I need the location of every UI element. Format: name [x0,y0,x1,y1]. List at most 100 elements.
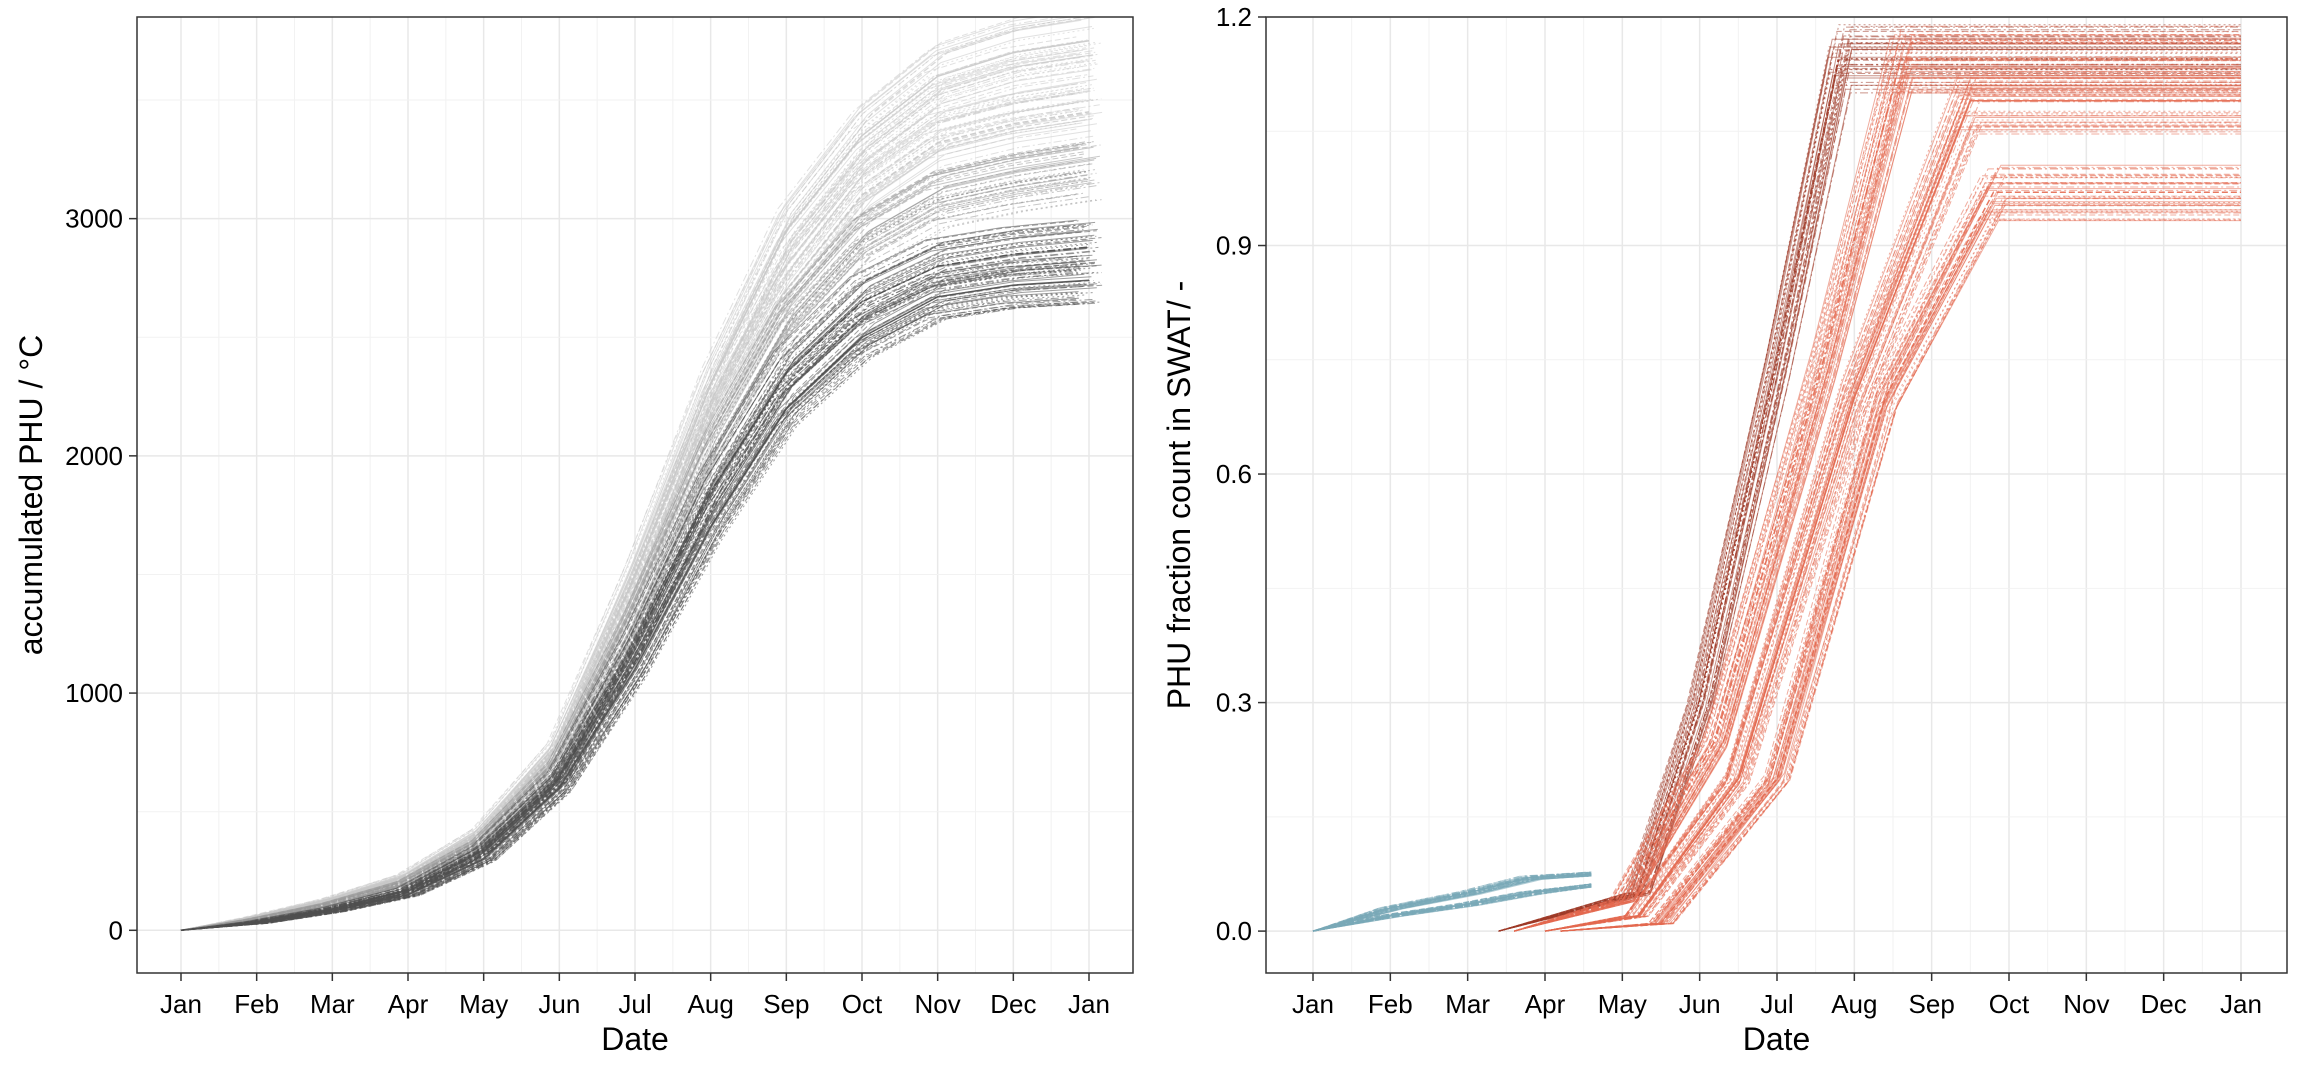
series-line-variant [180,246,1090,931]
series-line-variant [180,143,1084,931]
series-line-variant [180,296,1079,931]
series-line-variant [1312,874,1592,932]
series-line [180,170,1090,932]
x-tick-label: Jul [618,989,651,1019]
x-tick-label: Nov [915,989,961,1019]
series-line-variant [1498,26,2241,932]
series-line-variant [180,90,1090,931]
series-line-variant [180,236,1089,931]
gridlines [1266,16,2287,973]
series-line-variant [1498,38,2241,932]
y-axis: 0 1000 2000 3000 [65,204,137,945]
series-line-variant [180,303,1078,931]
series-line-variant [1513,37,2241,932]
x-tick-label: Apr [1525,989,1566,1019]
series-line-variant [1544,117,2241,932]
series-line-variant [180,146,1081,931]
x-axis-title: Date [601,1021,669,1057]
series-line-variant [180,257,1090,931]
x-tick-label: Jun [538,989,580,1019]
series-line-variant [1312,871,1592,932]
series-line-variant [1513,51,2241,932]
x-axis: Jan Feb Mar Apr May Jun Jul Aug Sep Oct Nov Dec Jan [160,973,1110,1019]
series-line-variant [1544,80,2241,932]
x-axis-title: Date [1743,1021,1811,1057]
series-line-variant [180,265,1097,931]
series-line-variant [180,256,1078,931]
y-tick-label: 3000 [65,204,123,234]
right-chart-panel: Jan Feb Mar Apr May Jun Jul Aug Sep Oct Nov Dec Jan 0… [1161,2,2288,1057]
series-line-variant [1560,182,2241,932]
series-line-variant [180,116,1087,931]
series-line-variant [180,144,1087,931]
x-tick-label: Jan [1068,989,1110,1019]
y-tick-label: 0.0 [1216,916,1252,946]
series-line-variant [180,300,1099,931]
y-axis-title: accumulated PHU / °C [13,335,49,655]
x-tick-label: Oct [842,989,883,1019]
x-tick-label: Mar [1445,989,1490,1019]
series-line-variant [180,294,1086,931]
series-line-variant [180,220,1079,931]
series-line-variant [1544,119,2241,932]
series-line-variant [1513,74,2241,932]
series-line-variant [180,161,1077,931]
series-line-variant [180,128,1079,931]
series-line-variant [180,36,1077,931]
series-line-variant [1513,92,2241,932]
x-tick-label: Sep [1909,989,1955,1019]
y-tick-label: 0.3 [1216,688,1252,718]
series-line-variant [180,39,1088,931]
x-tick-label: Feb [234,989,279,1019]
x-tick-label: Nov [2063,989,2109,1019]
series-line-variant [1312,873,1592,932]
series-line-variant [1513,42,2241,932]
series-line-variant [1513,43,2241,932]
series-line-variant [180,141,1086,931]
series-line-variant [1312,883,1592,932]
series-line-variant [180,74,1088,931]
x-tick-label: Mar [310,989,355,1019]
series-line-variant [1544,113,2241,932]
series-line-variant [1544,95,2241,932]
series-line-variant [1312,885,1592,932]
series-line-variant [1513,34,2241,932]
x-tick-label: Aug [1831,989,1877,1019]
series-line-variant [1513,34,2241,932]
series-line-variant [180,271,1098,931]
series-line-variant [1560,214,2241,932]
series-line-variant [180,265,1078,931]
x-tick-label: Dec [2141,989,2187,1019]
series-line-variant [180,171,1080,931]
x-tick-label: Apr [388,989,429,1019]
series-line [1513,58,2241,932]
y-tick-label: 1000 [65,678,123,708]
series-line-variant [180,301,1080,931]
x-tick-label: Aug [688,989,734,1019]
x-tick-label: Jun [1679,989,1721,1019]
x-tick-label: May [459,989,508,1019]
series-line-variant [180,276,1092,931]
y-tick-label: 0 [109,915,123,945]
series-line-variant [180,223,1094,931]
x-tick-label: Jan [2220,989,2262,1019]
x-tick-label: May [1598,989,1647,1019]
series-lines [180,17,1103,932]
series-line-variant [1544,72,2241,932]
x-tick-label: Dec [990,989,1036,1019]
x-tick-label: Sep [763,989,809,1019]
series-lines [1312,24,2241,932]
series-line-variant [1544,110,2241,932]
series-line-variant [1560,189,2241,932]
series-line-variant [180,267,1091,931]
series-line-variant [1544,84,2241,932]
left-chart-panel: Jan Feb Mar Apr May Jun Jul Aug Sep Oct Nov Dec Jan 0… [13,16,1134,1057]
series-line-variant [180,153,1084,931]
series-line-variant [1560,212,2241,932]
series-line-variant [180,90,1095,931]
series-line-variant [180,230,1097,931]
series-line-variant [1498,88,2241,932]
series-line-variant [180,87,1094,931]
y-axis: 0.0 0.3 0.6 0.9 1.2 [1216,2,1266,946]
y-axis-title: PHU fraction count in SWAT/ - [1161,281,1197,710]
